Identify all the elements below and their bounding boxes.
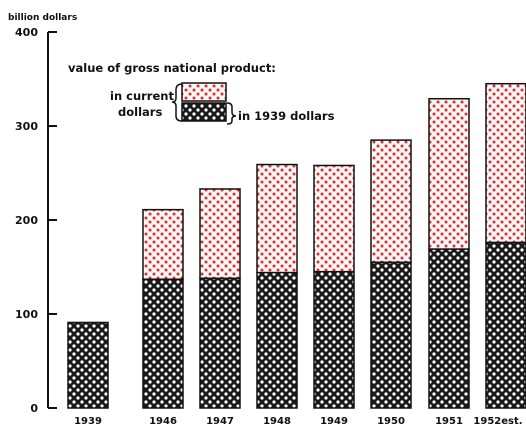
x-labels: 1939 1946 1947 1948 1949 1950 1951 1952est. <box>74 416 523 427</box>
x-category-label: 1950 <box>377 416 405 427</box>
y-tick-label: 200 <box>15 214 38 227</box>
bar-current-dollars <box>200 189 240 278</box>
y-tick-label: 400 <box>15 26 38 39</box>
bar-current-dollars <box>257 165 297 273</box>
y-ticks: 0 100 200 300 400 <box>15 26 57 415</box>
legend-constant-label: in 1939 dollars <box>238 109 335 123</box>
bar-1939-dollars <box>68 322 108 408</box>
x-category-label: 1951 <box>435 416 463 427</box>
legend-current-swatch <box>182 83 226 101</box>
bar-1939-dollars <box>314 272 354 408</box>
bar-current-dollars <box>314 165 354 271</box>
bars <box>68 84 526 408</box>
y-axis-unit-label: billion dollars <box>8 13 77 23</box>
legend: value of gross national product: in curr… <box>68 61 335 124</box>
bar-current-dollars <box>486 84 526 243</box>
x-category-label: 1949 <box>320 416 348 427</box>
legend-constant-swatch <box>182 103 226 121</box>
x-category-label: 1952est. <box>473 416 522 427</box>
y-tick-label: 100 <box>15 308 38 321</box>
bar-1939-dollars <box>371 262 411 408</box>
bar-1939-dollars <box>200 278 240 408</box>
bar-1939-dollars <box>429 249 469 408</box>
chart-title: value of gross national product: <box>68 61 276 75</box>
bar-current-dollars <box>371 140 411 262</box>
y-tick-label: 0 <box>30 402 38 415</box>
bar-1939-dollars <box>257 273 297 408</box>
x-category-label: 1948 <box>263 416 291 427</box>
bar-current-dollars <box>429 99 469 249</box>
x-category-label: 1946 <box>149 416 177 427</box>
bar-1939-dollars <box>486 243 526 408</box>
legend-current-label-line1: in current <box>110 89 174 103</box>
y-tick-label: 300 <box>15 120 38 133</box>
legend-brace-right <box>227 103 236 124</box>
bar-1939-dollars <box>143 279 183 408</box>
x-category-label: 1939 <box>74 416 102 427</box>
x-category-label: 1947 <box>206 416 234 427</box>
legend-current-label-line2: dollars <box>118 105 162 119</box>
bar-current-dollars <box>143 210 183 280</box>
